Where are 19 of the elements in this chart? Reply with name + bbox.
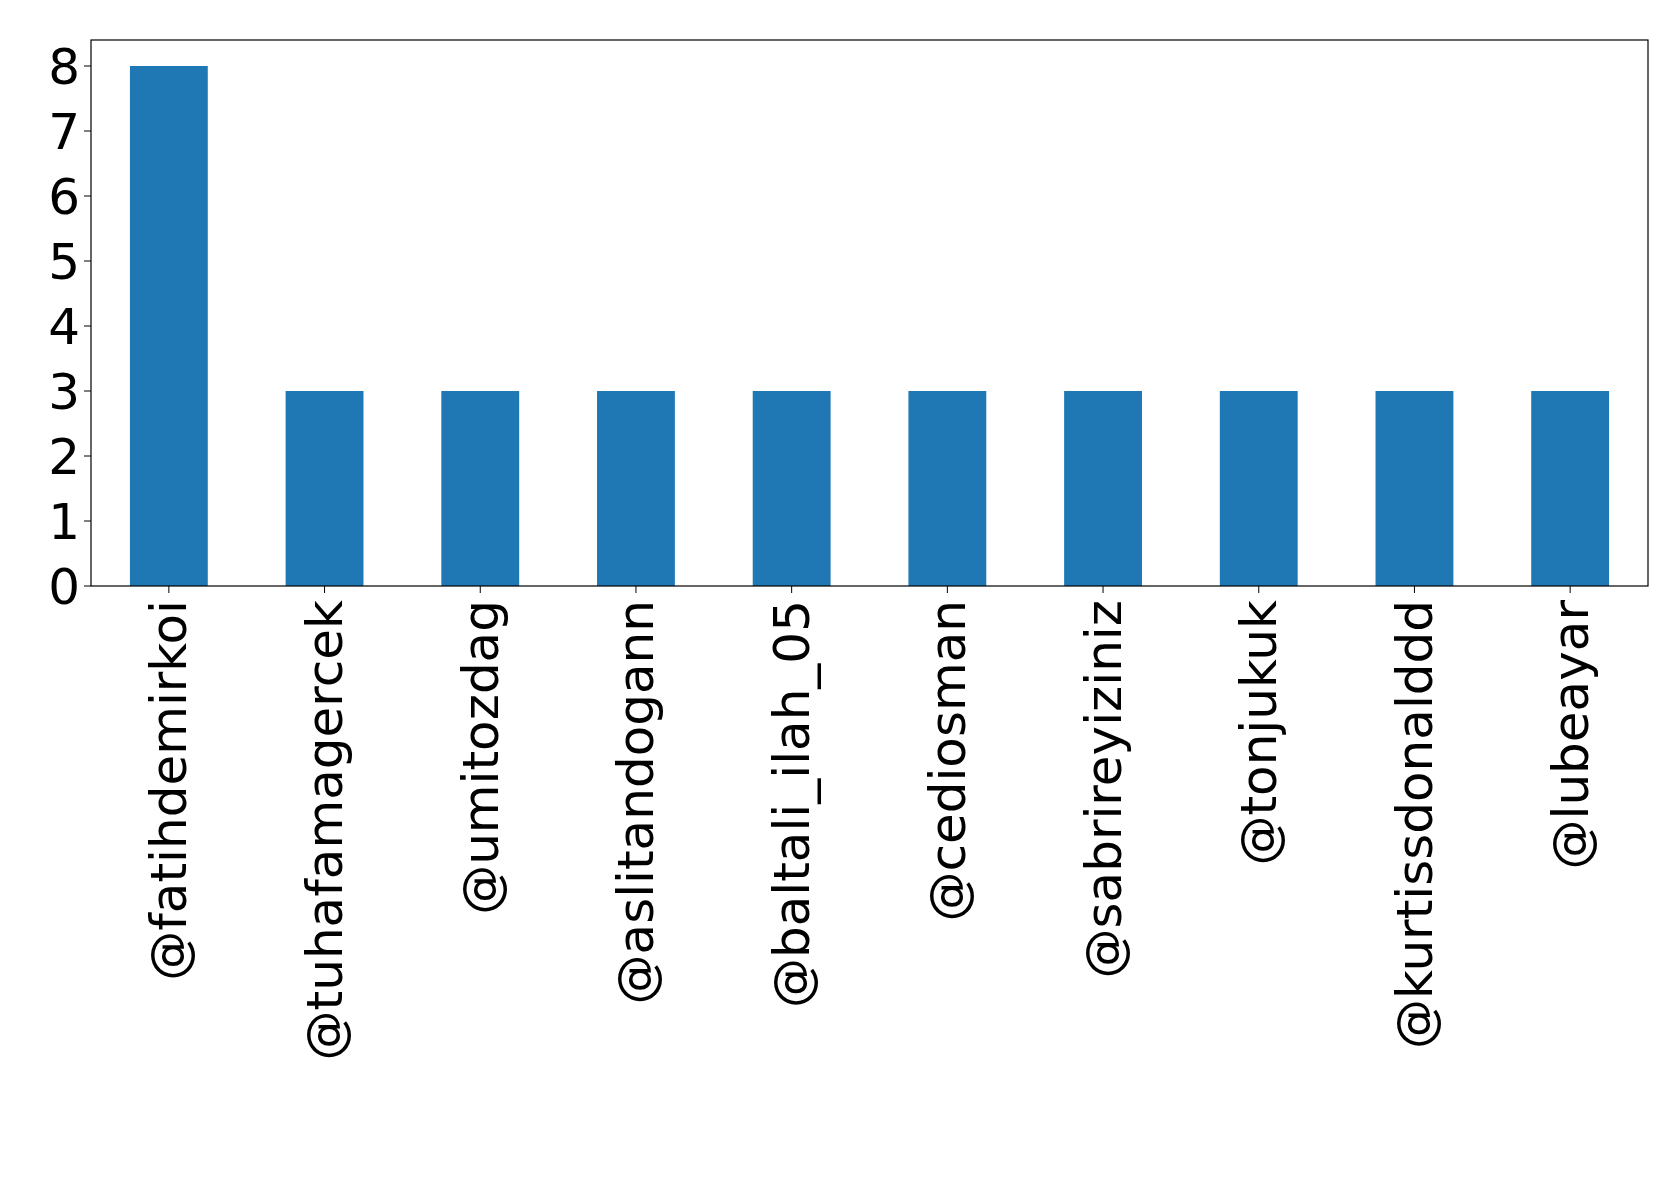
x-tick-label: @aslitandogann xyxy=(607,600,666,1005)
y-tick-label: 8 xyxy=(48,37,80,96)
x-tick-label: @cediosman xyxy=(918,600,977,922)
x-tick-label: @fatihdemirkoi xyxy=(140,600,199,981)
y-tick-label: 0 xyxy=(48,557,80,616)
x-tick-label: @sabrireyiziniz xyxy=(1074,600,1133,979)
x-tick-label: @tonjukuk xyxy=(1230,599,1289,866)
y-tick-label: 5 xyxy=(48,232,80,291)
x-tick-label: @lubeayar xyxy=(1541,599,1600,870)
y-tick-label: 4 xyxy=(48,297,80,356)
y-tick-label: 2 xyxy=(48,427,80,486)
y-tick-label: 7 xyxy=(48,102,80,161)
x-tick-label: @tuhafamagercek xyxy=(296,599,355,1061)
y-tick-label: 3 xyxy=(48,362,80,421)
x-tick-label: @kurtissdonalddd xyxy=(1385,600,1444,1050)
y-tick-label: 6 xyxy=(48,167,80,226)
x-tick-label: @umitozdag xyxy=(451,600,510,915)
y-tick-label: 1 xyxy=(48,492,80,551)
x-tick-label: @baltali_ilah_05 xyxy=(763,600,822,1009)
